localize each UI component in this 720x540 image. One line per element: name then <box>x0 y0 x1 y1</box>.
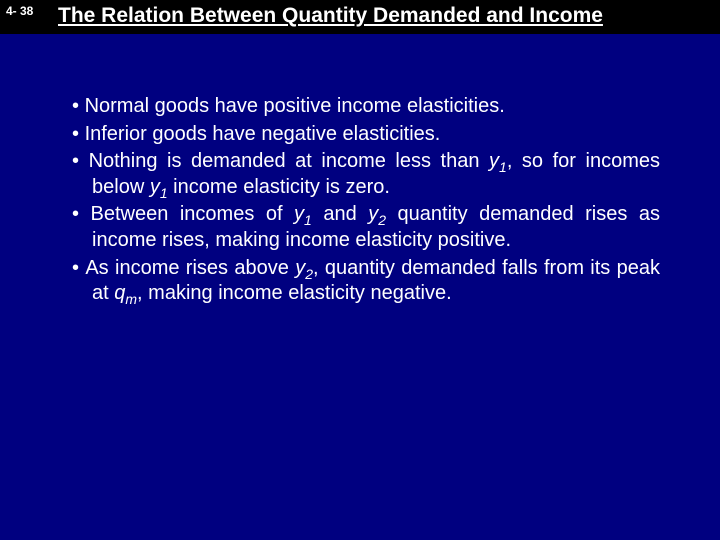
slide-content: Normal goods have positive income elasti… <box>0 34 720 307</box>
bullet-item: Between incomes of y1 and y2 quantity de… <box>72 202 660 253</box>
bullet-item: Normal goods have positive income elasti… <box>72 94 660 120</box>
bullet-list: Normal goods have positive income elasti… <box>72 94 660 307</box>
bullet-item: As income rises above y2, quantity deman… <box>72 256 660 307</box>
slide-title: The Relation Between Quantity Demanded a… <box>52 0 720 34</box>
bullet-item: Nothing is demanded at income less than … <box>72 149 660 200</box>
page-number: 4- 38 <box>0 0 52 34</box>
slide-header: 4- 38 The Relation Between Quantity Dema… <box>0 0 720 34</box>
bullet-item: Inferior goods have negative elasticitie… <box>72 122 660 148</box>
